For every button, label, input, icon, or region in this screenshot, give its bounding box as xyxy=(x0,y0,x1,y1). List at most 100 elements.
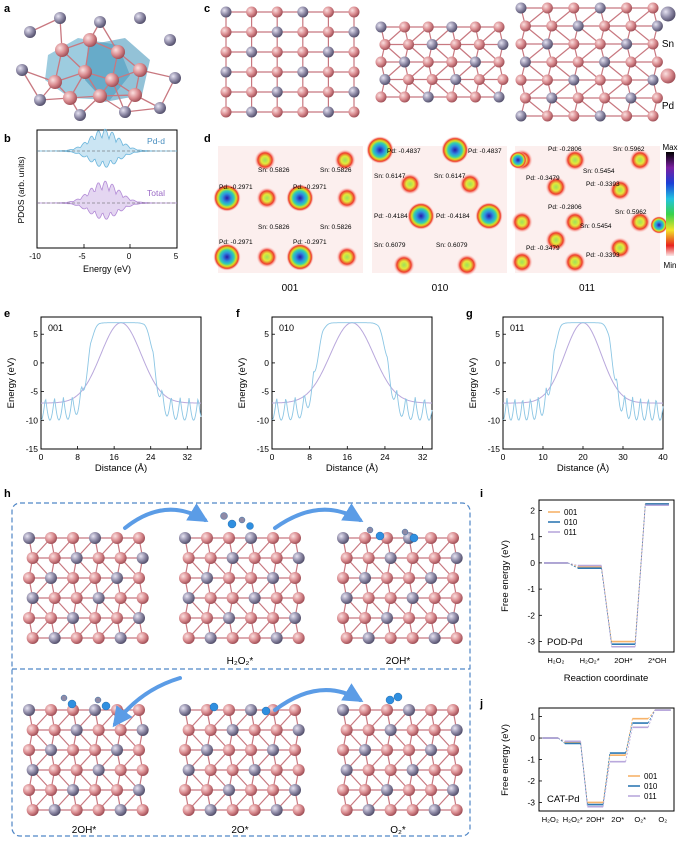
pd-atom xyxy=(546,20,558,32)
charge-label: Sn: 0.5826 xyxy=(320,167,352,174)
energy-connector-001 xyxy=(602,755,611,803)
sn-atom xyxy=(379,74,391,85)
pd-atom xyxy=(136,632,149,644)
profile-xtick-label: 10 xyxy=(538,452,548,462)
pd-atom xyxy=(381,704,393,716)
pd-atom xyxy=(111,784,123,796)
sn-atom xyxy=(136,724,149,736)
pd-atom xyxy=(399,21,411,33)
pd-atom xyxy=(204,552,217,564)
charge-label: Sn: 0.5826 xyxy=(258,224,290,231)
legend-sn-label: Sn xyxy=(662,39,674,50)
sn-atom xyxy=(74,109,86,121)
pd-atom xyxy=(204,592,217,604)
sn-atom xyxy=(114,632,127,644)
pd-atom xyxy=(568,2,580,14)
pd-atom xyxy=(48,764,61,776)
pd-atom xyxy=(541,74,553,86)
energy-ytick-label: -1 xyxy=(527,755,535,765)
pd-atom xyxy=(292,592,305,604)
panel-h: h H₂O₂* 2OH* 2OH* 2O* O₂* xyxy=(4,488,471,837)
pd-atom xyxy=(92,552,105,564)
energy-ytick-label: 1 xyxy=(530,712,535,722)
sn-atom xyxy=(133,784,145,796)
oxygen-atom xyxy=(67,699,77,709)
pd-charge-blob xyxy=(650,216,668,234)
sn-atom xyxy=(246,46,258,58)
pd-atom xyxy=(245,784,257,796)
charge-density-blobs xyxy=(213,136,668,276)
sn-charge-blob xyxy=(609,179,631,201)
energy-category-label: 2OH* xyxy=(586,815,604,824)
pd-atom xyxy=(26,724,39,736)
pd-atom xyxy=(519,92,531,104)
pd-atom xyxy=(182,632,195,644)
chart-i-xlabel: Reaction coordinate xyxy=(564,673,649,684)
sn-charge-blob xyxy=(609,237,631,259)
reaction-arrow xyxy=(123,503,209,530)
pd-atom xyxy=(422,21,434,33)
profile-xtick-label: 32 xyxy=(183,452,193,462)
pd-atom xyxy=(375,56,387,68)
pd-atom xyxy=(384,592,397,604)
sn-atom xyxy=(271,86,283,98)
charge-label: Pd: -0.2971 xyxy=(219,184,253,191)
sn-charge-blob xyxy=(511,251,533,273)
profile-ytick-label: 0 xyxy=(495,358,500,368)
pd-atom xyxy=(625,20,637,32)
charge-label: Pd: -0.3479 xyxy=(526,175,560,182)
profile-axes xyxy=(40,316,202,450)
sn-atom xyxy=(450,552,463,564)
sn-atom xyxy=(204,804,217,816)
sn-atom xyxy=(226,552,239,564)
sn-charge-blob xyxy=(564,211,586,233)
legend-pd-atom xyxy=(660,68,676,84)
profile-ytick-label: 5 xyxy=(264,329,269,339)
pd-atom xyxy=(425,784,437,796)
pd-atom xyxy=(337,612,349,624)
sn-atom xyxy=(426,39,438,50)
pd-atom xyxy=(246,86,258,98)
pd-atom xyxy=(220,106,232,118)
pd-atom xyxy=(179,744,191,756)
pd-atom xyxy=(348,46,360,58)
pd-atom xyxy=(114,724,127,736)
charge-label: Sn: 0.5454 xyxy=(580,223,612,230)
pd-atom xyxy=(541,2,553,14)
pd-atom xyxy=(220,26,232,38)
pd-atom xyxy=(48,724,61,736)
sn-atom xyxy=(245,704,257,716)
pd-atom xyxy=(541,110,553,122)
pd-atom xyxy=(322,86,334,98)
pd-atom xyxy=(447,744,459,756)
pd-atom xyxy=(572,92,584,104)
pd-atom xyxy=(26,632,39,644)
profile-facet-label: 001 xyxy=(48,323,63,333)
sn-atom xyxy=(133,612,145,624)
pd-atom xyxy=(428,764,441,776)
pd-atom xyxy=(248,804,261,816)
panel-b: b Pd-d Total PDOS (arb. units) -10 -5 0 … xyxy=(4,128,179,274)
sn-atom xyxy=(406,764,419,776)
pd-atom xyxy=(223,572,235,584)
sn-atom xyxy=(340,592,353,604)
sn-atom xyxy=(399,56,411,68)
energy-ytick-label: -3 xyxy=(527,637,535,647)
pd-charge-blob xyxy=(286,243,314,271)
pd-atom xyxy=(270,724,283,736)
hydrogen-atom xyxy=(220,512,228,520)
sn-atom xyxy=(594,2,606,14)
pd-atom xyxy=(359,704,371,716)
panel-label-b: b xyxy=(4,133,11,145)
pd-atom xyxy=(362,764,375,776)
sn-atom xyxy=(428,632,441,644)
profile-ytick-label: -5 xyxy=(261,387,269,397)
pd-atom xyxy=(297,106,309,118)
pd-atom xyxy=(289,572,301,584)
pd-atom xyxy=(45,612,57,624)
sn-atom xyxy=(54,12,66,24)
sn-atom xyxy=(384,552,397,564)
sn-atom xyxy=(89,704,101,716)
sn-atom xyxy=(67,784,79,796)
pd-atom xyxy=(48,592,61,604)
